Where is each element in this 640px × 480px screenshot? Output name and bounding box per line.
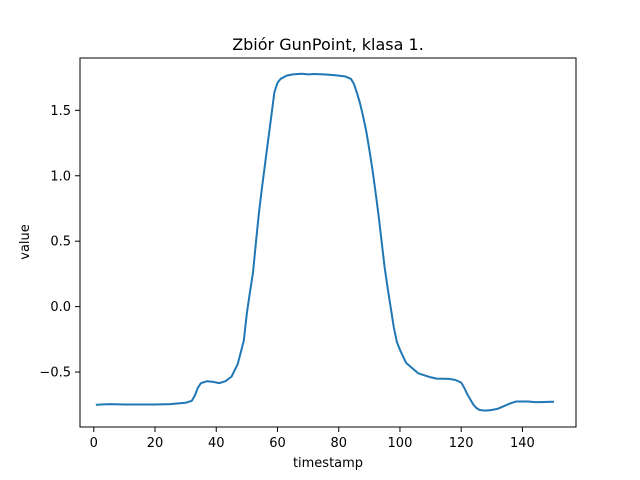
x-tick-label: 40 [208, 436, 225, 451]
x-tick-label: 140 [510, 436, 535, 451]
plot-area: 0 20 40 60 80 100 120 140 −0.5 0.0 0.5 1.0 1.5 [39, 57, 577, 451]
x-tick-label: 60 [269, 436, 286, 451]
y-axis-title: value [18, 224, 33, 260]
chart-title: Zbiór GunPoint, klasa 1. [232, 35, 424, 54]
series-layer [95, 72, 555, 412]
x-tick-label: 80 [330, 436, 347, 451]
x-tick-label: 120 [449, 436, 474, 451]
y-tick-label: 1.5 [50, 104, 71, 119]
y-tick-label: 0.0 [50, 300, 71, 315]
x-axis-title: timestamp [293, 456, 363, 471]
series-line [95, 72, 555, 412]
x-axis: 0 20 40 60 80 100 120 140 [90, 427, 535, 451]
plot-frame [79, 57, 577, 428]
x-tick-label: 20 [147, 436, 164, 451]
x-tick-label: 0 [90, 436, 98, 451]
y-tick-label: 0.5 [50, 235, 71, 250]
y-axis: −0.5 0.0 0.5 1.0 1.5 [39, 104, 80, 381]
x-tick-label: 100 [388, 436, 413, 451]
y-tick-label: −0.5 [39, 366, 71, 381]
y-tick-label: 1.0 [50, 169, 71, 184]
